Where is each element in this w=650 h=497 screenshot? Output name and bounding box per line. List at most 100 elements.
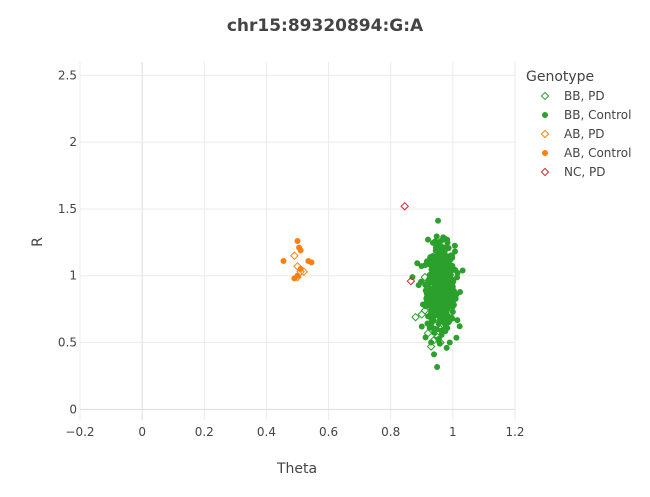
data-point xyxy=(406,276,416,286)
data-point xyxy=(425,281,432,288)
data-point xyxy=(414,260,421,267)
legend-label: AB, Control xyxy=(564,146,631,160)
data-point xyxy=(444,273,451,280)
series-bb-pd xyxy=(411,272,455,351)
y-tick-label: 2.5 xyxy=(58,68,77,82)
grid xyxy=(79,62,516,420)
data-point xyxy=(447,278,454,285)
x-tick-label: 1.2 xyxy=(505,425,524,439)
plot-area xyxy=(280,201,466,370)
data-point xyxy=(434,363,441,370)
legend-label: BB, Control xyxy=(564,108,631,122)
data-point xyxy=(443,344,450,351)
data-point xyxy=(446,283,453,290)
legend-item[interactable]: BB, Control xyxy=(542,108,631,122)
data-point xyxy=(454,270,461,277)
data-point xyxy=(296,244,303,251)
data-point xyxy=(440,246,447,253)
data-point xyxy=(439,320,448,330)
legend-marker xyxy=(542,112,548,118)
y-axis-title: R xyxy=(30,237,46,247)
legend-marker xyxy=(540,129,550,139)
series-bb-control xyxy=(409,217,466,370)
data-point xyxy=(291,275,298,282)
x-axis-title: Theta xyxy=(276,461,317,477)
data-point xyxy=(435,217,442,224)
data-point xyxy=(431,290,438,297)
data-point xyxy=(293,272,302,282)
data-point xyxy=(418,263,425,270)
data-point xyxy=(434,239,441,246)
data-point xyxy=(433,332,442,342)
data-point xyxy=(429,335,439,345)
data-point xyxy=(422,334,429,341)
data-point xyxy=(293,262,302,271)
x-tick-label: −0.2 xyxy=(65,425,94,439)
legend-item[interactable]: BB, PD xyxy=(540,89,605,103)
data-point xyxy=(447,256,454,263)
x-tick-label: 0.2 xyxy=(195,425,214,439)
data-point xyxy=(454,274,461,281)
x-tick-label: 0.4 xyxy=(257,425,276,439)
data-point xyxy=(418,323,425,330)
legend-label: BB, PD xyxy=(564,89,605,103)
legend-item[interactable]: AB, Control xyxy=(542,146,631,160)
y-tick-label: 1.5 xyxy=(58,202,77,216)
data-point xyxy=(442,328,449,335)
data-point xyxy=(423,278,433,287)
data-point xyxy=(451,242,458,249)
legend-title: Genotype xyxy=(526,69,594,85)
data-point xyxy=(436,338,445,347)
series-ab-pd xyxy=(290,251,309,282)
data-point xyxy=(445,291,455,301)
data-point xyxy=(453,334,460,341)
data-point xyxy=(449,299,456,306)
data-point xyxy=(280,258,287,265)
legend-marker xyxy=(540,167,550,177)
legend-item[interactable]: AB, PD xyxy=(540,127,605,141)
data-point xyxy=(423,328,433,338)
data-point xyxy=(400,201,410,211)
data-point xyxy=(409,274,416,281)
data-point xyxy=(457,288,464,295)
y-tick-label: 0 xyxy=(69,402,77,416)
data-point xyxy=(429,300,439,310)
y-tick-label: 0.5 xyxy=(58,336,77,350)
data-point xyxy=(429,287,439,297)
series-ab-control xyxy=(280,238,315,282)
x-axis-ticks: −0.2 0 0.2 0.4 0.6 0.8 1 1.2 xyxy=(65,425,524,439)
data-point xyxy=(448,290,455,297)
legend[interactable]: Genotype BB, PD BB, Control AB, PD AB, Cont… xyxy=(526,69,631,179)
data-point xyxy=(434,267,441,274)
data-point xyxy=(411,312,420,322)
data-point xyxy=(442,314,451,323)
chart-title: chr15:89320894:G:A xyxy=(227,16,424,36)
data-point xyxy=(435,296,442,303)
legend-item[interactable]: NC, PD xyxy=(540,165,605,179)
data-point xyxy=(297,266,304,273)
data-point xyxy=(445,308,455,318)
y-tick-label: 2 xyxy=(69,135,77,149)
series-nc-pd xyxy=(400,201,416,286)
data-point xyxy=(444,265,451,272)
data-point xyxy=(433,233,440,240)
data-point xyxy=(442,235,449,242)
data-point xyxy=(420,306,430,315)
data-point xyxy=(435,259,442,266)
data-point xyxy=(426,318,436,327)
data-point xyxy=(431,351,438,358)
data-point xyxy=(427,261,434,268)
y-axis-ticks: 0 0.5 1 1.5 2 2.5 xyxy=(58,68,77,416)
data-point xyxy=(427,254,434,261)
x-tick-label: 0.6 xyxy=(319,425,338,439)
data-point xyxy=(426,342,436,351)
data-point xyxy=(439,303,448,313)
data-point xyxy=(449,262,456,269)
data-point xyxy=(415,282,422,289)
data-point xyxy=(446,339,453,346)
legend-label: NC, PD xyxy=(564,165,605,179)
data-point xyxy=(434,283,441,290)
data-point xyxy=(420,272,430,282)
data-point xyxy=(436,317,443,324)
